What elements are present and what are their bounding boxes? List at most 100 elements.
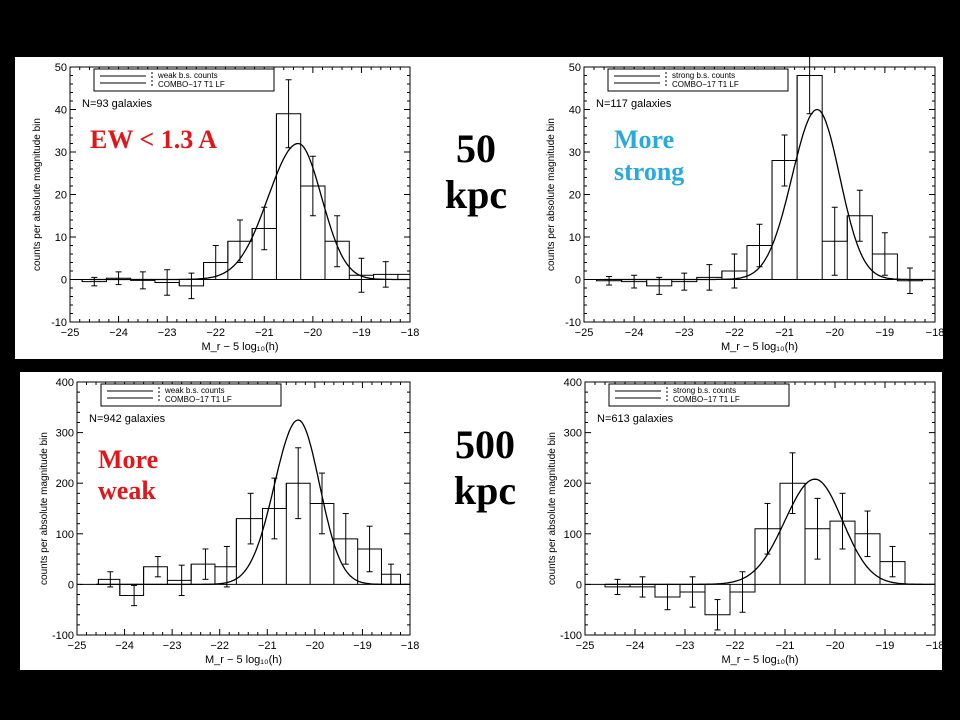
y-tick-label: -10 [51, 317, 67, 329]
more-strong-line1: More [614, 125, 675, 154]
y-tick-label: 20 [55, 190, 67, 202]
x-tick-label: −21 [776, 640, 795, 652]
chart-strong-500kpc: −25 −24 −23 −22 −21 −20 −19 −18 -100 0 100 200 300 40… [547, 377, 945, 666]
ew-threshold-label: EW < 1.3 A [90, 125, 218, 154]
x-axis-label: M_r − 5 log₁₀(h) [201, 341, 278, 353]
legend-entry-lf: COMBO−17 T1 LF [165, 395, 232, 404]
more-strong-line2: strong [614, 157, 685, 186]
y-tick-label: 400 [56, 377, 74, 389]
chart-weak-500kpc: −25 −24 −23 −22 −21 −20 −19 −18 -100 0 100 200 300 40… [39, 377, 420, 666]
y-tick-label: 30 [55, 147, 67, 159]
plot-frame [76, 381, 411, 636]
radius-500kpc-label: 500 kpc [440, 422, 530, 514]
x-tick-label: −23 [163, 640, 182, 652]
x-tick-label: −25 [61, 327, 80, 339]
y-tick-label: 0 [61, 275, 67, 287]
y-tick-label: -100 [52, 630, 74, 642]
galaxy-count-annotation: N=93 galaxies [82, 98, 153, 110]
y-tick-label: 100 [56, 529, 74, 541]
y-tick-label: 40 [55, 105, 67, 117]
chart-weak-50kpc: −25 −24 −23 −22 −21 −20 −19 −18 -10 0 10 20 30 40 50 M_… [32, 62, 419, 353]
y-tick-label: 0 [68, 579, 74, 591]
x-tick-label: −22 [725, 327, 744, 339]
x-tick-label: −19 [353, 640, 372, 652]
x-tick-label: −19 [352, 327, 371, 339]
x-axis-label: M_r − 5 log₁₀(h) [721, 654, 798, 666]
legend-box [607, 68, 789, 92]
more-weak-line1: More [98, 445, 159, 474]
radius-50kpc-unit: kpc [444, 172, 508, 217]
galaxy-count-annotation: N=942 galaxies [89, 413, 166, 425]
plot-frame [584, 381, 936, 636]
x-axis-label: M_r − 5 log₁₀(h) [721, 341, 798, 353]
x-tick-label: −21 [258, 640, 277, 652]
radius-500kpc-value: 500 [455, 422, 515, 467]
y-axis-label: counts per absolute magnitude bin [39, 432, 50, 585]
y-tick-label: 300 [56, 428, 74, 440]
legend-entry-lf: COMBO−17 T1 LF [673, 395, 740, 404]
legend-box [93, 68, 275, 92]
x-tick-label: −22 [726, 640, 745, 652]
lf-model-curve [96, 419, 410, 586]
x-tick-label: −24 [109, 327, 128, 339]
x-tick-label: −18 [926, 327, 945, 339]
x-tick-label: −18 [401, 327, 420, 339]
x-tick-label: −18 [401, 640, 420, 652]
y-tick-label: 30 [569, 147, 581, 159]
y-tick-label: 200 [564, 478, 582, 490]
x-tick-label: −24 [115, 640, 134, 652]
x-tick-label: −18 [926, 640, 945, 652]
more-weak-label: More weak [98, 444, 158, 506]
y-tick-label: 0 [576, 579, 582, 591]
y-tick-label: 400 [564, 377, 582, 389]
galaxy-count-annotation: N=117 galaxies [596, 98, 672, 110]
y-tick-label: -100 [560, 630, 582, 642]
x-axis-label: M_r − 5 log₁₀(h) [205, 654, 282, 666]
y-axis-label: counts per absolute magnitude bin [547, 432, 558, 585]
x-tick-label: −22 [206, 327, 225, 339]
x-tick-label: −24 [625, 327, 644, 339]
y-tick-label: -10 [565, 317, 581, 329]
y-tick-label: 40 [569, 105, 581, 117]
radius-500kpc-unit: kpc [453, 468, 517, 513]
y-tick-label: 50 [55, 62, 67, 74]
x-tick-label: −20 [306, 640, 325, 652]
x-tick-label: −23 [675, 327, 694, 339]
lf-model-curve [605, 478, 935, 586]
y-tick-label: 50 [569, 62, 581, 74]
x-tick-label: −21 [255, 327, 274, 339]
legend-entry-counts: weak b.s. counts [164, 386, 225, 395]
y-tick-label: 20 [569, 190, 581, 202]
legend-entry-counts: weak b.s. counts [157, 71, 218, 80]
radius-50kpc-label: 50 kpc [436, 126, 516, 218]
y-tick-label: 300 [564, 428, 582, 440]
y-tick-label: 100 [564, 529, 582, 541]
y-tick-label: 10 [569, 232, 581, 244]
legend-entry-counts: strong b.s. counts [673, 386, 736, 395]
y-tick-label: 200 [56, 478, 74, 490]
x-tick-label: −24 [626, 640, 645, 652]
x-tick-label: −19 [876, 327, 895, 339]
x-tick-label: −21 [775, 327, 794, 339]
chart-strong-50kpc: −25 −24 −23 −22 −21 −20 −19 −18 -10 0 10 20 30 40 50 M_… [546, 36, 945, 353]
bottom-panel-background [20, 372, 942, 670]
y-axis-label: counts per absolute magnitude bin [32, 118, 43, 271]
top-panel-background [15, 57, 943, 359]
legend-box [100, 383, 282, 407]
lf-model-curve [604, 108, 935, 281]
legend-box [608, 383, 790, 407]
x-tick-label: −23 [158, 327, 177, 339]
x-tick-label: −25 [575, 327, 594, 339]
x-tick-label: −19 [876, 640, 895, 652]
x-tick-label: −22 [210, 640, 229, 652]
more-strong-label: More strong [614, 124, 684, 188]
x-tick-label: −20 [304, 327, 323, 339]
y-tick-label: 10 [55, 232, 67, 244]
legend-entry-lf: COMBO−17 T1 LF [672, 80, 739, 89]
legend-entry-counts: strong b.s. counts [672, 71, 735, 80]
x-tick-label: −25 [68, 640, 87, 652]
lf-model-curve [89, 142, 410, 281]
x-tick-label: −20 [826, 640, 845, 652]
radius-50kpc-value: 50 [456, 126, 496, 171]
x-tick-label: −23 [676, 640, 695, 652]
